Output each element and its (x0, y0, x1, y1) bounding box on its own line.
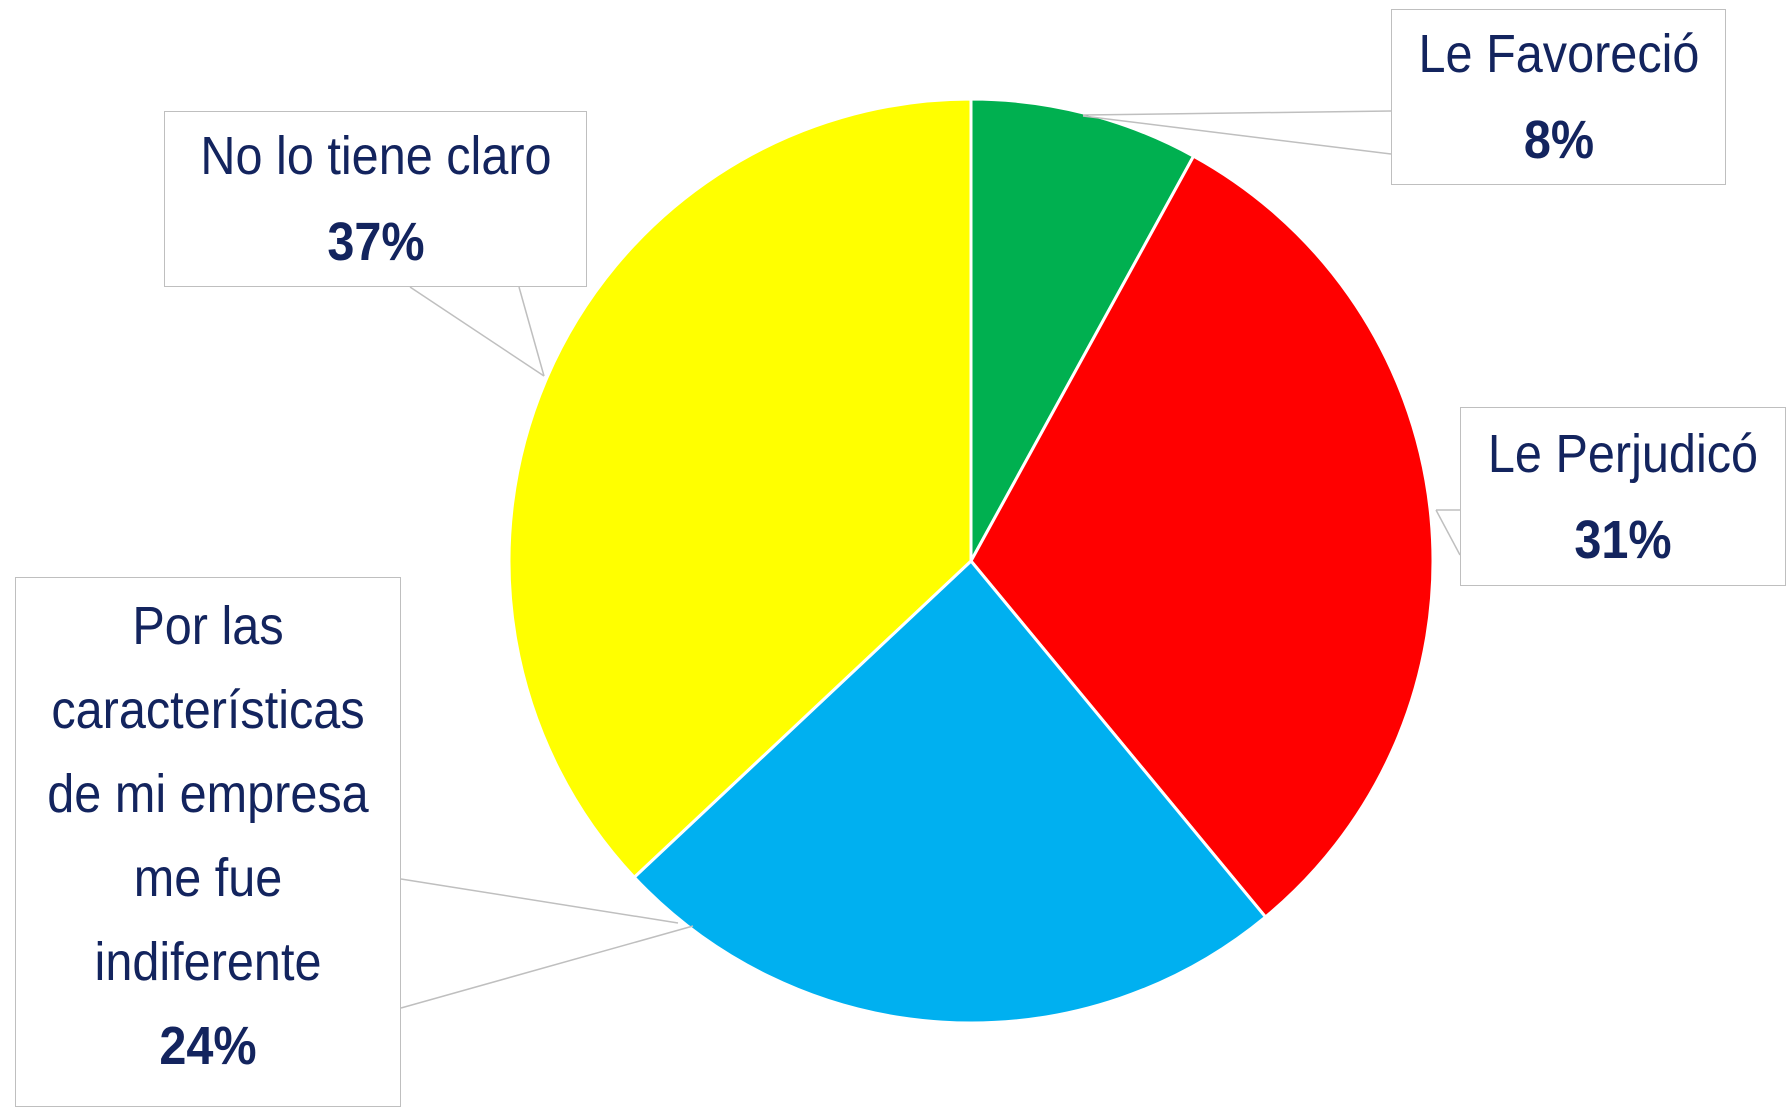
category-label: Le Favoreció (1418, 24, 1699, 84)
leader-line (409, 286, 545, 377)
pie-slice (507, 97, 973, 880)
leader-line (1082, 115, 1392, 155)
pie-slice (969, 154, 1435, 920)
label-box: Por las características de mi empresa me… (15, 577, 401, 1107)
label-box: Le Perjudicó 31% (1460, 407, 1786, 586)
leader-line (1082, 110, 1392, 116)
label-box: No lo tiene claro 37% (164, 111, 587, 287)
label: No lo tiene claro 37% (164, 113, 587, 285)
label: Por las características de mi empresa me… (19, 584, 397, 1088)
value-label: 24% (159, 1016, 257, 1076)
value-label: 8% (1523, 110, 1594, 170)
leader-line (518, 286, 545, 377)
label-box: Le Favoreció 8% (1391, 9, 1726, 185)
leader-line (1435, 509, 1461, 556)
category-label: No lo tiene claro (199, 126, 552, 186)
label: Le Perjudicó 31% (1460, 411, 1786, 583)
category-label: Por las características de mi empresa me… (47, 596, 369, 992)
value-label: 37% (326, 212, 425, 272)
leader-line (400, 878, 679, 924)
label: Le Favoreció 8% (1391, 11, 1726, 183)
leader-line (400, 925, 694, 1009)
pie-slice (632, 558, 1268, 1025)
value-label: 31% (1574, 509, 1672, 570)
leader-lines (400, 110, 1461, 1009)
pie-slice (969, 97, 1196, 562)
slices (507, 97, 1435, 1025)
category-label: Le Perjudicó (1487, 423, 1759, 484)
